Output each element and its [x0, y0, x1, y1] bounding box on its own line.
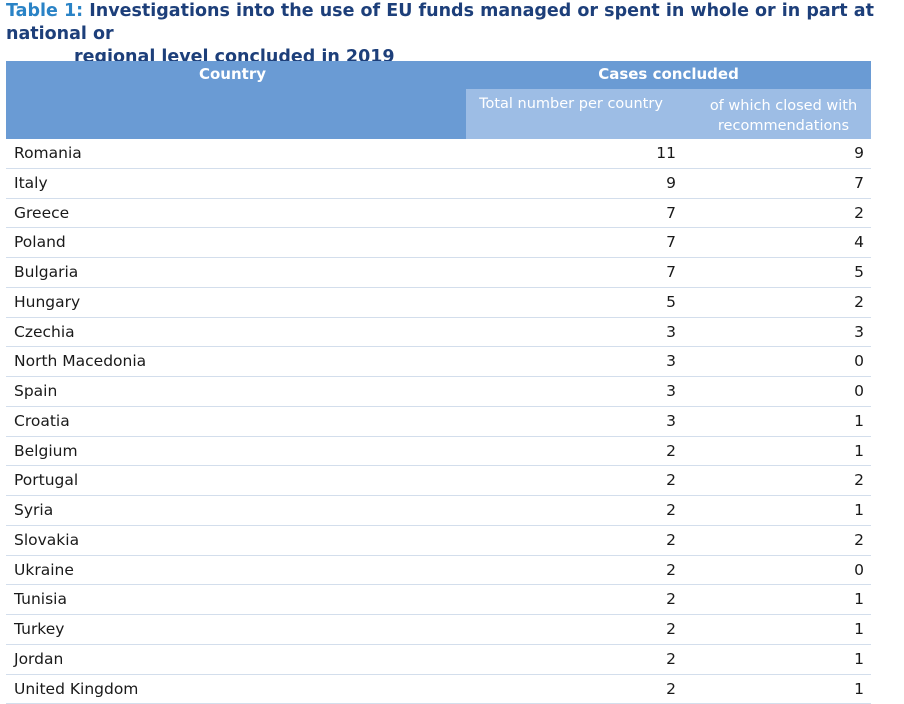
total-cell: 3 [566, 382, 676, 400]
caption-prefix: Table 1: [6, 1, 83, 21]
total-cell: 7 [566, 263, 676, 281]
recommendations-cell: 1 [746, 650, 864, 668]
recommendations-cell: 1 [746, 590, 864, 608]
header-country: Country [6, 65, 459, 83]
table-row: Greece 7 2 [6, 199, 871, 229]
country-cell: Romania [14, 144, 82, 162]
table-row: Croatia 3 1 [6, 407, 871, 437]
table-row: Jordan 2 1 [6, 645, 871, 675]
table-row: United Kingdom 2 1 [6, 675, 871, 704]
country-cell: Ukraine [14, 561, 74, 579]
table-row: Syria 2 1 [6, 496, 871, 526]
table-row: Slovakia 2 2 [6, 526, 871, 556]
country-cell: Bulgaria [14, 263, 78, 281]
recommendations-cell: 2 [746, 531, 864, 549]
header-cases-concluded: Cases concluded [466, 65, 871, 83]
caption-line1: Investigations into the use of EU funds … [6, 1, 874, 44]
table-row: Czechia 3 3 [6, 318, 871, 348]
total-cell: 3 [566, 352, 676, 370]
recommendations-cell: 2 [746, 471, 864, 489]
recommendations-cell: 0 [746, 352, 864, 370]
recommendations-cell: 9 [746, 144, 864, 162]
table-row: Tunisia 2 1 [6, 585, 871, 615]
country-cell: Croatia [14, 412, 70, 430]
table-row: North Macedonia 3 0 [6, 347, 871, 377]
recommendations-cell: 1 [746, 442, 864, 460]
country-cell: Spain [14, 382, 57, 400]
table-caption: Table 1: Investigations into the use of … [6, 0, 896, 69]
recommendations-cell: 1 [746, 412, 864, 430]
country-cell: Syria [14, 501, 53, 519]
total-cell: 2 [566, 471, 676, 489]
table-row: Portugal 2 2 [6, 466, 871, 496]
header-total-number: Total number per country [466, 96, 676, 112]
cases-table: Country Cases concluded Total number per… [6, 61, 871, 704]
country-cell: Poland [14, 233, 66, 251]
total-cell: 2 [566, 680, 676, 698]
country-cell: Tunisia [14, 590, 67, 608]
table-row: Turkey 2 1 [6, 615, 871, 645]
recommendations-cell: 2 [746, 204, 864, 222]
total-cell: 11 [566, 144, 676, 162]
country-cell: Portugal [14, 471, 78, 489]
country-cell: Jordan [14, 650, 63, 668]
recommendations-cell: 1 [746, 620, 864, 638]
total-cell: 2 [566, 561, 676, 579]
recommendations-cell: 1 [746, 501, 864, 519]
total-cell: 3 [566, 412, 676, 430]
table-row: Belgium 2 1 [6, 437, 871, 467]
table-row: Ukraine 2 0 [6, 556, 871, 586]
table-row: Spain 3 0 [6, 377, 871, 407]
total-cell: 2 [566, 620, 676, 638]
recommendations-cell: 3 [746, 323, 864, 341]
recommendations-cell: 0 [746, 382, 864, 400]
country-cell: Slovakia [14, 531, 79, 549]
total-cell: 7 [566, 233, 676, 251]
total-cell: 2 [566, 531, 676, 549]
total-cell: 2 [566, 442, 676, 460]
total-cell: 7 [566, 204, 676, 222]
country-cell: United Kingdom [14, 680, 138, 698]
recommendations-cell: 2 [746, 293, 864, 311]
recommendations-cell: 7 [746, 174, 864, 192]
country-cell: Turkey [14, 620, 64, 638]
total-cell: 3 [566, 323, 676, 341]
country-cell: Hungary [14, 293, 80, 311]
country-cell: Italy [14, 174, 48, 192]
total-cell: 2 [566, 650, 676, 668]
country-cell: Belgium [14, 442, 78, 460]
recommendations-cell: 1 [746, 680, 864, 698]
total-cell: 2 [566, 501, 676, 519]
table-row: Poland 7 4 [6, 228, 871, 258]
country-cell: Czechia [14, 323, 75, 341]
table-header: Country Cases concluded Total number per… [6, 61, 871, 139]
recommendations-cell: 4 [746, 233, 864, 251]
total-cell: 9 [566, 174, 676, 192]
country-cell: North Macedonia [14, 352, 146, 370]
table-row: Italy 9 7 [6, 169, 871, 199]
header-closed-with-recommendations: of which closed with recommendations [696, 96, 871, 136]
total-cell: 5 [566, 293, 676, 311]
total-cell: 2 [566, 590, 676, 608]
recommendations-cell: 0 [746, 561, 864, 579]
table-row: Hungary 5 2 [6, 288, 871, 318]
recommendations-cell: 5 [746, 263, 864, 281]
table-row: Bulgaria 7 5 [6, 258, 871, 288]
country-cell: Greece [14, 204, 69, 222]
table-row: Romania 11 9 [6, 139, 871, 169]
